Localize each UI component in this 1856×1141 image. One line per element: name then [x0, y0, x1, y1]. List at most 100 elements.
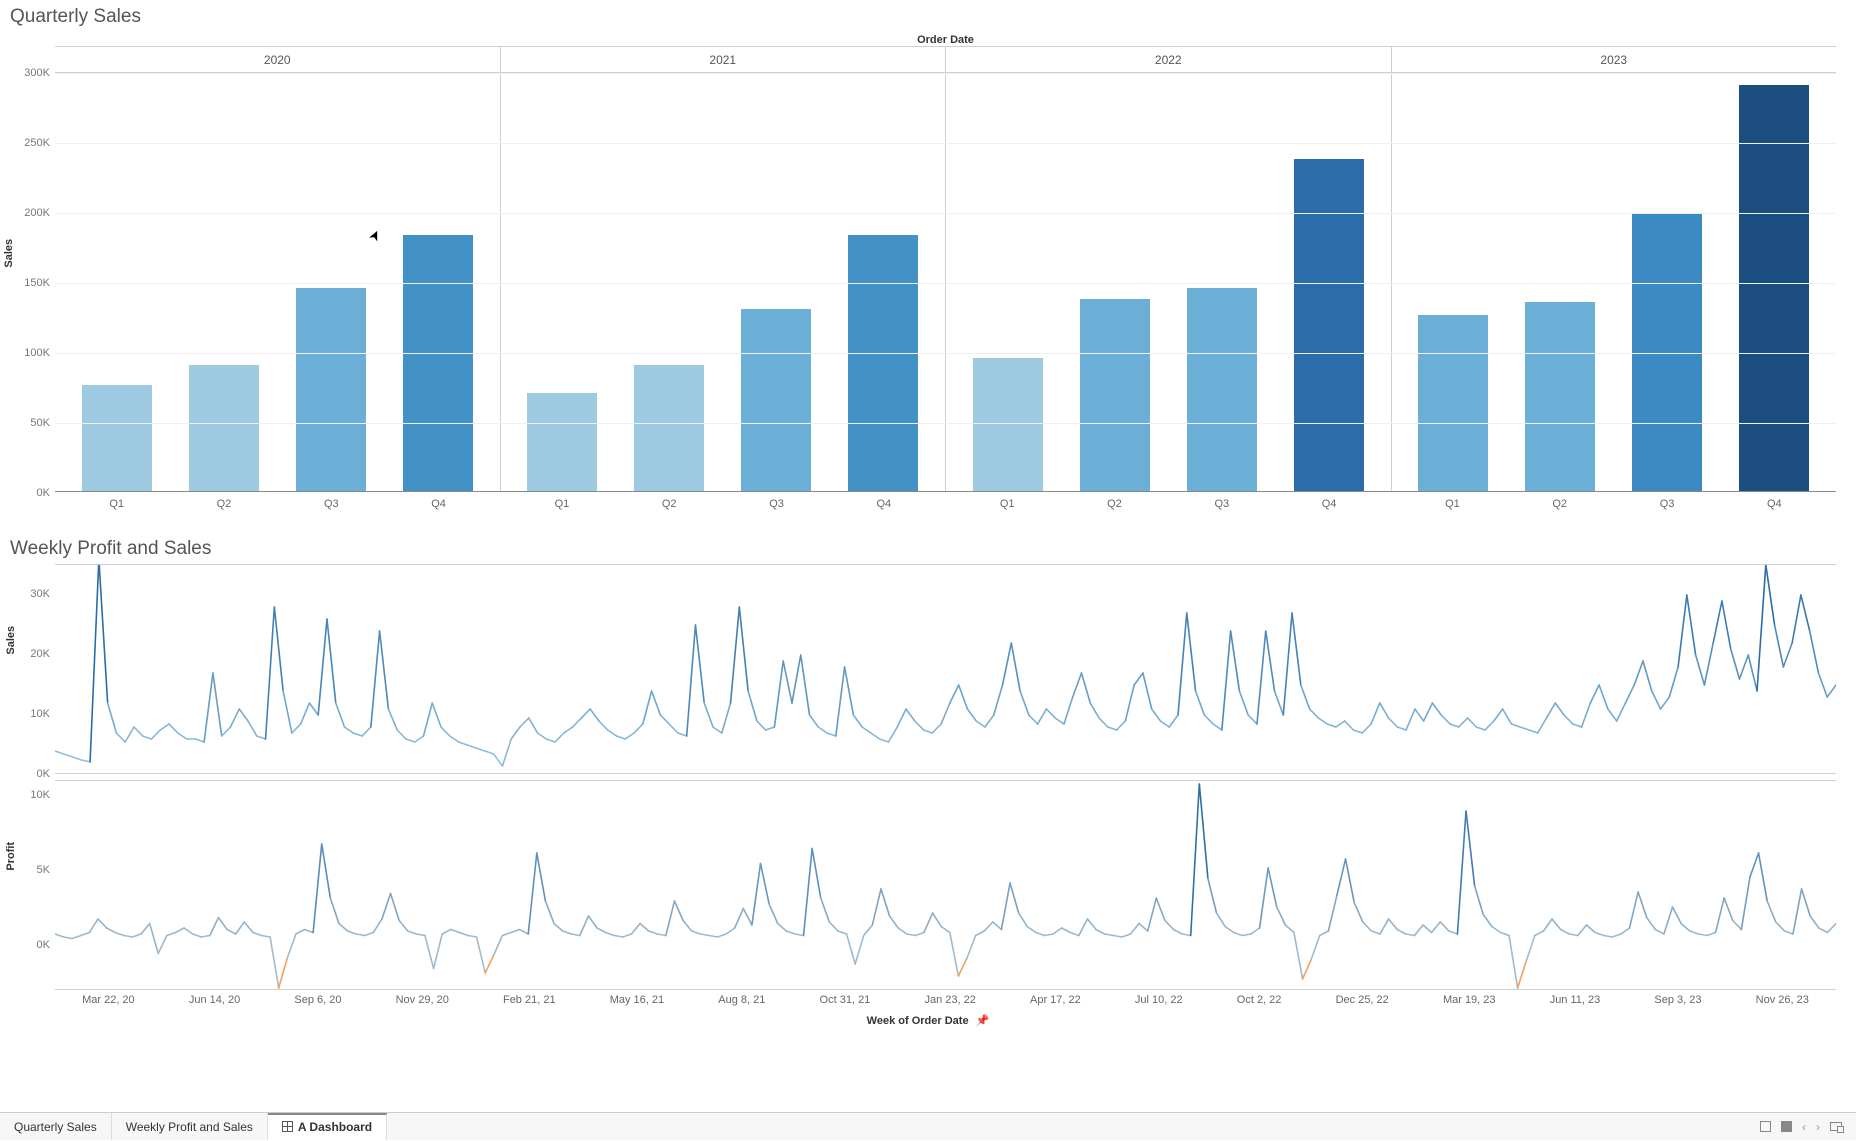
line-xtick-label: May 16, 21 — [610, 994, 664, 1012]
bar-quarter-label: Q3 — [296, 492, 366, 516]
line-xtick-label: Apr 17, 22 — [1030, 994, 1081, 1012]
line-xtick-label: Mar 19, 23 — [1443, 994, 1496, 1012]
bar-year-group — [946, 73, 1392, 491]
bar-quarter-label: Q2 — [189, 492, 259, 516]
line-xtick-label: Sep 3, 23 — [1654, 994, 1701, 1012]
line-xtick-label: Jan 23, 22 — [924, 994, 975, 1012]
bar[interactable] — [403, 235, 473, 491]
profit-line-chart[interactable]: Profit 0K5K10K — [55, 780, 1836, 990]
bar-year-header: 2022 — [946, 47, 1392, 72]
bar-year-group — [1392, 73, 1837, 491]
tab-a-dashboard[interactable]: A Dashboard — [268, 1113, 387, 1140]
profit-line-svg[interactable] — [55, 780, 1836, 990]
line-ytick-label: 10K — [10, 789, 50, 801]
line-xtick-label: Dec 25, 22 — [1336, 994, 1389, 1012]
sales-line-svg[interactable] — [55, 564, 1836, 774]
line-xtick-label: Oct 31, 21 — [820, 994, 871, 1012]
bar[interactable] — [1739, 85, 1809, 491]
quarterly-sales-panel: Quarterly Sales Order Date 2020202120222… — [0, 0, 1856, 532]
line-xtick-label: Oct 2, 22 — [1237, 994, 1282, 1012]
line-ytick-label: 30K — [10, 588, 50, 600]
line-xtick-label: Sep 6, 20 — [294, 994, 341, 1012]
bar-ytick-label: 250K — [10, 137, 50, 149]
quarterly-sales-chart[interactable]: Order Date 2020202120222023 Sales 0K50K1… — [55, 32, 1836, 532]
bar-quarter-label: Q2 — [1525, 492, 1595, 516]
bar[interactable] — [1080, 299, 1150, 491]
bar-quarter-label: Q4 — [849, 492, 919, 516]
tab-a-dashboard-label: A Dashboard — [298, 1120, 372, 1134]
line-xtick-label: Aug 8, 21 — [718, 994, 765, 1012]
line-xtick-label: Jul 10, 22 — [1135, 994, 1183, 1012]
presentation-mode-icon[interactable] — [1830, 1122, 1842, 1131]
bar-x-header-label: Order Date — [55, 32, 1836, 46]
line-ytick-label: 20K — [10, 648, 50, 660]
sheet-tab-bar: Quarterly Sales Weekly Profit and Sales … — [0, 1112, 1856, 1140]
bar[interactable] — [82, 385, 152, 491]
line-x-axis-title-row: Week of Order Date 📌 — [0, 1012, 1856, 1027]
bar-quarter-label: Q1 — [1417, 492, 1487, 516]
bar-quarter-label: Q1 — [527, 492, 597, 516]
chevron-right-icon[interactable]: › — [1816, 1120, 1820, 1134]
bar-quarter-label: Q3 — [1187, 492, 1257, 516]
bar-quarter-label: Q2 — [1079, 492, 1149, 516]
line-ytick-label: 0K — [10, 939, 50, 951]
bar[interactable] — [527, 393, 597, 491]
bar-ytick-label: 150K — [10, 277, 50, 289]
bar-quarter-label: Q1 — [82, 492, 152, 516]
bar-year-group — [501, 73, 947, 491]
line-xtick-label: Mar 22, 20 — [82, 994, 135, 1012]
bar[interactable] — [741, 309, 811, 491]
bar-quarter-label: Q3 — [742, 492, 812, 516]
bar-quarter-label: Q4 — [404, 492, 474, 516]
line-xtick-label: Jun 14, 20 — [189, 994, 240, 1012]
bar[interactable] — [973, 358, 1043, 491]
view-mode-icon-2[interactable] — [1781, 1121, 1792, 1132]
quarterly-sales-title: Quarterly Sales — [0, 0, 1856, 32]
chevron-left-icon[interactable]: ‹ — [1802, 1120, 1806, 1134]
line-ytick-label: 10K — [10, 708, 50, 720]
bar[interactable] — [634, 365, 704, 491]
tab-quarterly-sales[interactable]: Quarterly Sales — [0, 1113, 112, 1140]
line-ytick-label: 0K — [10, 768, 50, 780]
bar-quarter-labels: Q1 Q2 Q3 Q4 Q1 Q2 Q3 Q4 Q1 Q2 Q3 Q4 Q1 Q2 Q3 Q4 — [55, 492, 1836, 516]
bar[interactable] — [1418, 315, 1488, 491]
line-xtick-label: Feb 21, 21 — [503, 994, 556, 1012]
dashboard-icon — [282, 1121, 293, 1132]
bar-quarter-label: Q4 — [1739, 492, 1809, 516]
bar-year-headers: 2020202120222023 — [55, 46, 1836, 72]
bar[interactable] — [1187, 288, 1257, 491]
bar-ytick-label: 300K — [10, 67, 50, 79]
bar[interactable] — [296, 288, 366, 491]
bar-y-axis-label: Sales — [3, 239, 15, 268]
bar-plot-area[interactable]: Sales 0K50K100K150K200K250K300K — [55, 72, 1836, 492]
bar-year-group — [55, 73, 501, 491]
sales-line-chart[interactable]: Sales 0K10K20K30K — [55, 564, 1836, 774]
bar-ytick-label: 50K — [10, 417, 50, 429]
bar-year-header: 2023 — [1392, 47, 1837, 72]
bar[interactable] — [848, 235, 918, 491]
bar-ytick-label: 200K — [10, 207, 50, 219]
line-xtick-label: Jun 11, 23 — [1550, 994, 1601, 1012]
line-x-axis-title: Week of Order Date — [867, 1015, 969, 1027]
bar-quarter-label: Q1 — [972, 492, 1042, 516]
bar-year-header: 2021 — [501, 47, 947, 72]
bar-quarter-label: Q4 — [1294, 492, 1364, 516]
bar[interactable] — [1525, 302, 1595, 491]
bar-ytick-label: 100K — [10, 347, 50, 359]
bar[interactable] — [1294, 159, 1364, 491]
bar-year-header: 2020 — [55, 47, 501, 72]
bar[interactable] — [189, 365, 259, 491]
tab-weekly-profit-sales[interactable]: Weekly Profit and Sales — [112, 1113, 268, 1140]
weekly-lines-panel: Weekly Profit and Sales Sales 0K10K20K30… — [0, 532, 1856, 1027]
bar-quarter-label: Q2 — [634, 492, 704, 516]
weekly-lines-title: Weekly Profit and Sales — [0, 532, 1856, 564]
line-ytick-label: 5K — [10, 864, 50, 876]
line-x-labels: Mar 22, 20 Jun 14, 20 Sep 6, 20 Nov 29, 20 F… — [55, 994, 1836, 1012]
view-mode-icon-1[interactable] — [1760, 1121, 1771, 1132]
footer-controls: ‹ › — [1760, 1120, 1856, 1134]
line-xtick-label: Nov 29, 20 — [396, 994, 449, 1012]
bar-quarter-label: Q3 — [1632, 492, 1702, 516]
bar-ytick-label: 0K — [10, 487, 50, 499]
line-xtick-label: Nov 26, 23 — [1756, 994, 1809, 1012]
pin-icon[interactable]: 📌 — [976, 1014, 990, 1027]
